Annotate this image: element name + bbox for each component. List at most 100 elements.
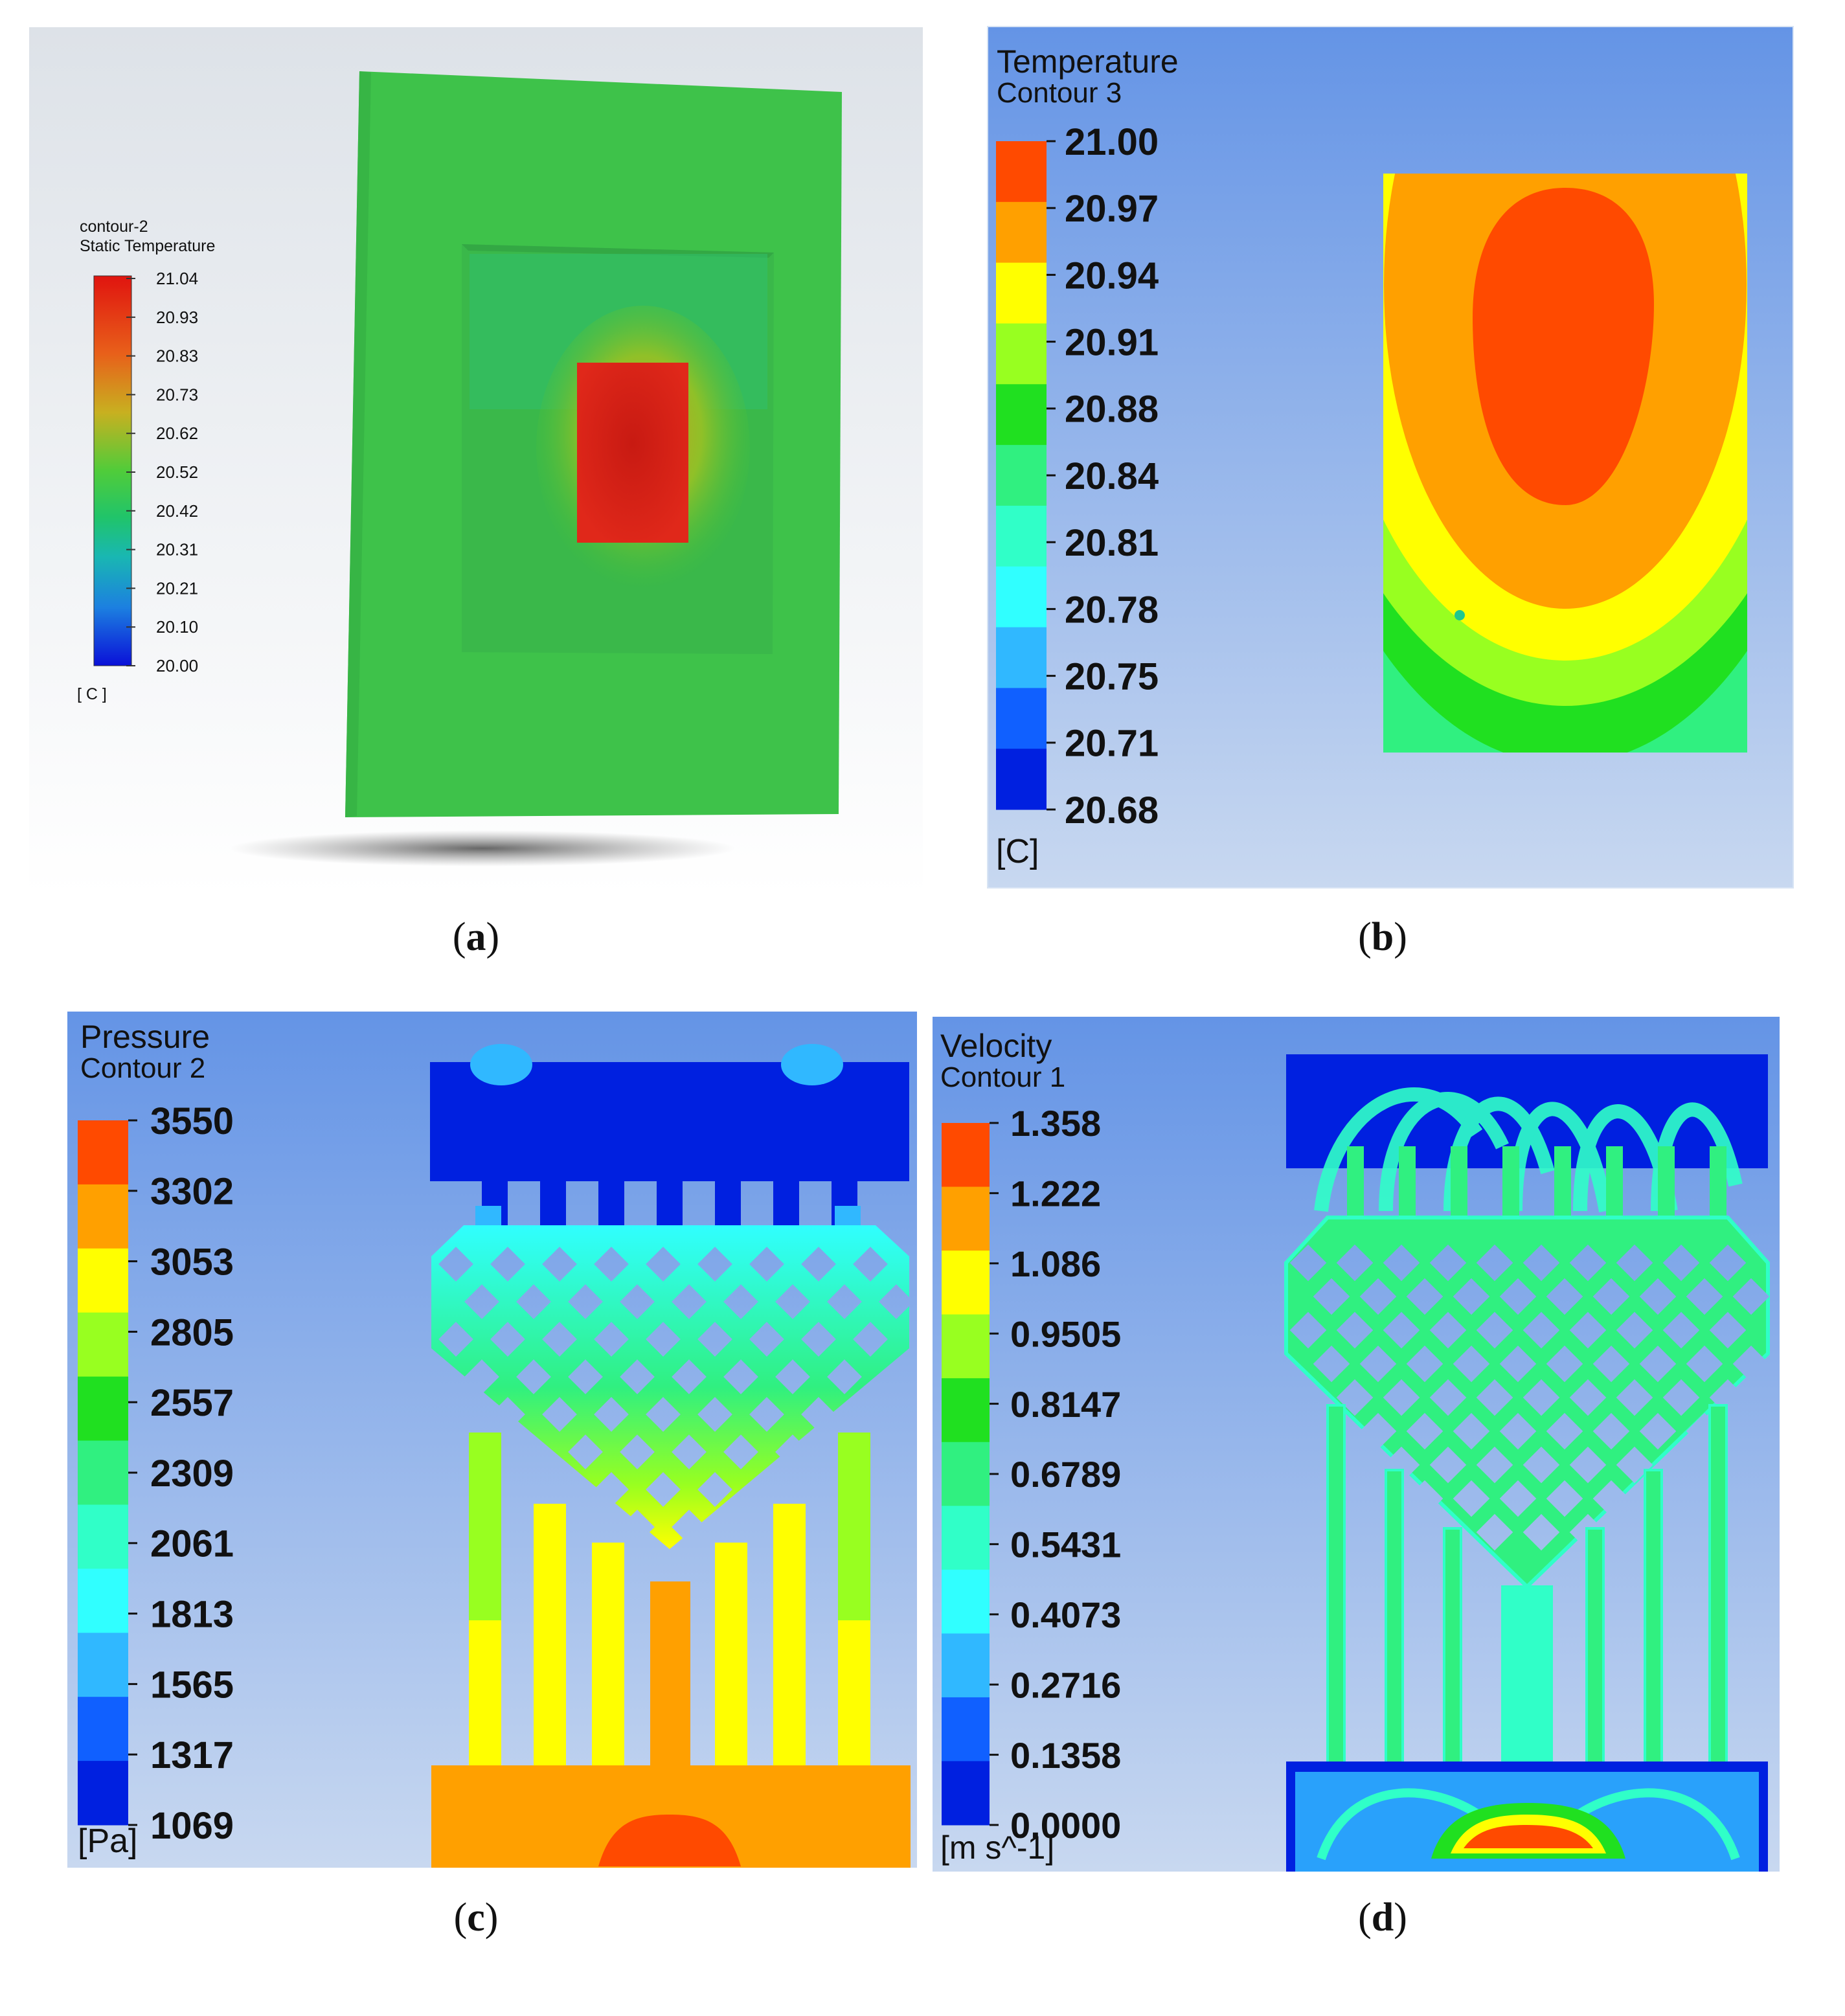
- legend-tick-label: 1069: [150, 1805, 234, 1847]
- legend-c-title2: Contour 2: [80, 1052, 205, 1084]
- legend-tick-label: 1.358: [1010, 1103, 1101, 1144]
- legend-color-band: [996, 505, 1047, 567]
- pressure-flow-geometry: [430, 1044, 911, 1868]
- legend-color-band: [996, 749, 1047, 810]
- legend-a-title1: contour-2: [80, 218, 148, 236]
- legend-c-title1: Pressure: [80, 1019, 210, 1055]
- legend-tick-label: 0.8147: [1010, 1384, 1121, 1425]
- legend-color-band: [942, 1251, 990, 1315]
- legend-color-band: [996, 445, 1047, 506]
- legend-tick-label: 20.75: [1065, 655, 1159, 697]
- caption-a: (a): [452, 915, 500, 959]
- legend-color-band: [942, 1123, 990, 1188]
- panel-b-render: Temperature Contour 3 21.00 20.97 20.94 20.…: [987, 26, 1794, 889]
- legend-tick-label: 3550: [150, 1100, 234, 1142]
- legend-tick-label: 1.222: [1010, 1173, 1101, 1214]
- legend-tick-label: 2557: [150, 1382, 234, 1424]
- legend-tick-label: 1565: [150, 1664, 234, 1706]
- legend-color-band: [942, 1186, 990, 1251]
- legend-b-title2: Contour 3: [997, 77, 1122, 109]
- legend-tick-label: 0.2716: [1010, 1664, 1121, 1705]
- legend-tick-label: 21.00: [1065, 121, 1159, 163]
- legend-tick-label: 1813: [150, 1593, 234, 1635]
- panel-a-render: 21.04 20.93 20.83 20.73 20.62 20.52 20.42 20.31…: [29, 27, 923, 895]
- legend-tick-label: 20.97: [1065, 188, 1159, 230]
- legend-a-ticks: 21.04 20.93 20.83 20.73 20.62 20.52 20.42 20.31…: [126, 269, 198, 675]
- legend-tick-label: 2061: [150, 1523, 234, 1565]
- legend-d-bar: [942, 1123, 990, 1826]
- legend-color-band: [78, 1184, 128, 1249]
- panel-c-pressure-contour: Pressure Contour 2 3550 3302 3053 2805 2557 2…: [67, 1012, 920, 1868]
- legend-a-unit: [ C ]: [77, 685, 107, 703]
- legend-color-band: [996, 384, 1047, 446]
- legend-b-title1: Temperature: [997, 43, 1179, 80]
- legend-d-title1: Velocity: [940, 1028, 1052, 1064]
- legend-b-ticks: 21.00 20.97 20.94 20.91 20.88 20.84 20.81 20.78…: [1047, 121, 1159, 832]
- legend-a-tick-label: 20.93: [156, 308, 198, 327]
- legend-a-tick-label: 20.83: [156, 346, 198, 366]
- legend-c-ticks: 3550 3302 3053 2805 2557 2309 2061 1813 1565 1317…: [128, 1100, 234, 1847]
- legend-a-tick-label: 20.31: [156, 540, 198, 560]
- panel-d-velocity-contour: Velocity Contour 1 1.358 1.222 1.086 0.9505…: [933, 1017, 1780, 1872]
- caption-c: (c): [453, 1896, 499, 1940]
- legend-tick-label: 20.71: [1065, 723, 1159, 765]
- legend-tick-label: 3302: [150, 1171, 234, 1213]
- legend-color-band: [996, 201, 1047, 264]
- legend-color-band: [996, 566, 1047, 628]
- panel-b-temperature-contour: Temperature Contour 3 21.00 20.97 20.94 20.…: [987, 26, 1794, 889]
- legend-tick-label: 0.9505: [1010, 1313, 1121, 1354]
- legend-color-band: [942, 1442, 990, 1506]
- legend-tick-label: 0.5431: [1010, 1524, 1121, 1565]
- caption-b: (b): [1358, 915, 1407, 959]
- legend-color-band: [942, 1314, 990, 1379]
- legend-tick-label: 20.68: [1065, 789, 1159, 832]
- legend-tick-label: 1.086: [1010, 1243, 1101, 1284]
- legend-a-tick-label: 20.00: [156, 656, 198, 675]
- legend-color-band: [78, 1248, 128, 1313]
- legend-b-unit: [C]: [996, 833, 1039, 870]
- legend-tick-label: 0.6789: [1010, 1454, 1121, 1495]
- legend-color-band: [78, 1440, 128, 1505]
- legend-color-band: [78, 1697, 128, 1761]
- legend-color-band: [78, 1120, 128, 1185]
- legend-a-tick-label: 20.10: [156, 617, 198, 637]
- legend-tick-label: 20.84: [1065, 455, 1159, 497]
- legend-tick-label: 2309: [150, 1453, 234, 1495]
- panel-a-static-temperature: 21.04 20.93 20.83 20.73 20.62 20.52 20.42 20.31…: [29, 27, 923, 895]
- legend-color-band: [942, 1697, 990, 1761]
- legend-tick-label: 1317: [150, 1734, 234, 1776]
- legend-tick-label: 2805: [150, 1311, 234, 1353]
- legend-color-band: [78, 1504, 128, 1569]
- legend-color-band: [996, 141, 1047, 203]
- legend-d-ticks: 1.358 1.222 1.086 0.9505 0.8147 0.6789 0.5431 0…: [990, 1103, 1121, 1846]
- legend-a-tick-label: 20.21: [156, 578, 198, 598]
- legend-c-unit: [Pa]: [78, 1822, 138, 1860]
- legend-tick-label: 20.88: [1065, 389, 1159, 431]
- legend-color-band: [78, 1312, 128, 1377]
- legend-tick-label: 20.94: [1065, 255, 1159, 297]
- hot-block: [577, 363, 688, 543]
- legend-color-band: [78, 1761, 128, 1826]
- caption-d: (d): [1358, 1896, 1407, 1940]
- legend-a-tick-label: 20.42: [156, 501, 198, 521]
- legend-color-band: [996, 323, 1047, 385]
- legend-color-band: [78, 1569, 128, 1633]
- legend-color-band: [78, 1633, 128, 1697]
- legend-a-tick-label: 20.62: [156, 424, 198, 443]
- legend-tick-label: 20.78: [1065, 589, 1159, 631]
- legend-tick-label: 20.91: [1065, 321, 1159, 363]
- temperature-contour-plate: [1383, 174, 1747, 753]
- legend-c-bar: [78, 1120, 128, 1826]
- legend-tick-label: 3053: [150, 1241, 234, 1283]
- legend-color-band: [942, 1378, 990, 1443]
- legend-a-tick-label: 20.73: [156, 385, 198, 404]
- legend-color-band: [996, 627, 1047, 688]
- legend-tick-label: 0.0000: [1010, 1805, 1121, 1846]
- legend-a-tick-label: 21.04: [156, 269, 198, 288]
- legend-b-bar: [996, 141, 1047, 810]
- legend-color-band: [942, 1633, 990, 1698]
- legend-d-unit: [m s^-1]: [940, 1829, 1054, 1866]
- legend-color-band: [78, 1376, 128, 1442]
- floor-shadow: [230, 830, 735, 866]
- legend-a-title2: Static Temperature: [80, 237, 215, 255]
